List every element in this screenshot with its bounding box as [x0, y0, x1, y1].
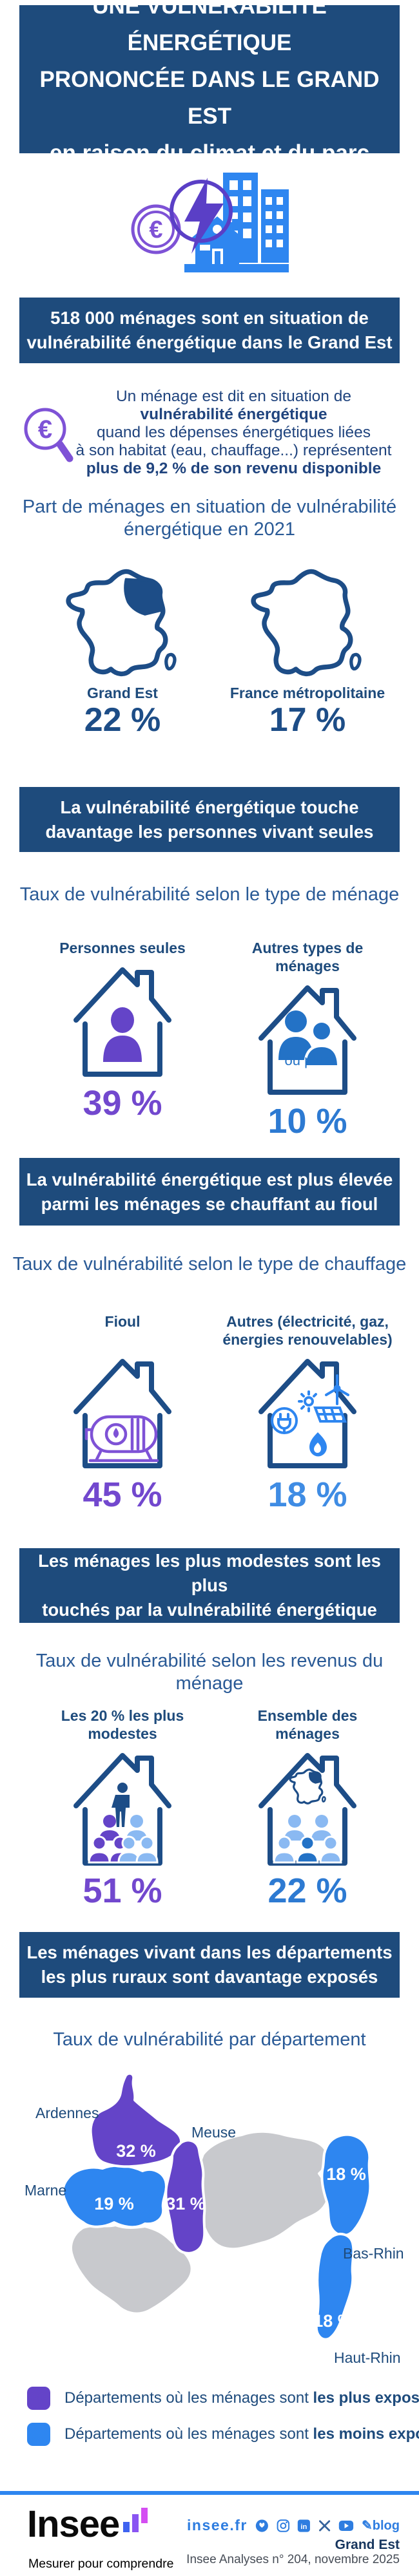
- insee-tagline: Mesurer pour comprendre: [28, 2557, 174, 2571]
- bas-rhin-label: Bas-Rhin: [343, 2245, 404, 2262]
- footer-region: Grand Est: [335, 2537, 400, 2552]
- insee-logo: Insee: [27, 2505, 151, 2544]
- definition-line-1: Un ménage est dit en situation de vulnér…: [115, 388, 351, 423]
- insee-fr-link[interactable]: insee.fr: [187, 2517, 248, 2533]
- departments-subtitle: Taux de vulnérabilité par département: [53, 2029, 366, 2050]
- header-line-1: UNE VULNÉRABILITÉ ÉNERGÉTIQUE: [92, 0, 327, 55]
- meuse-value: 31 %: [166, 2194, 206, 2213]
- house-all-households-icon: [258, 1753, 356, 1866]
- key-figure-line-1: 518 000 ménages sont en situation de: [50, 308, 369, 328]
- blog-link[interactable]: ✎blog: [362, 2519, 400, 2533]
- meuse-label: Meuse: [191, 2124, 237, 2141]
- income-banner: Les ménages les plus modestes sont les p…: [19, 1548, 400, 1623]
- ardennes-label: Ardennes: [35, 2105, 99, 2121]
- compare-france: France métropolitaine 17 %: [224, 568, 391, 738]
- svg-text:€: €: [38, 415, 52, 444]
- heating-other: Autres (électricité, gaz, énergies renou…: [214, 1312, 401, 1513]
- marne-value: 19 %: [94, 2194, 134, 2213]
- income-subtitle: Taux de vulnérabilité selon les revenus …: [35, 1651, 384, 1694]
- heating-banner: La vulnérabilité énergétique est plus él…: [19, 1158, 400, 1226]
- svg-text:in: in: [301, 2523, 307, 2530]
- definition-line-3: à son habitat (eau, chauffage...) représ…: [75, 442, 392, 459]
- magnifier-euro-icon: €: [24, 408, 73, 462]
- definition-block: Un ménage est dit en situation de vulnér…: [68, 388, 400, 478]
- key-figure-line-2: vulnérabilité énergétique dans le Grand …: [26, 332, 393, 352]
- ou-plus-note: ou plus: [284, 1052, 331, 1068]
- header-line-2: PRONONCÉE DANS LE GRAND EST: [39, 66, 380, 129]
- other-value: 10 %: [268, 1102, 347, 1141]
- insee-logo-text: Insee: [27, 2503, 120, 2545]
- house-single-person-icon: [73, 967, 171, 1077]
- grand-est-label: Grand Est: [87, 685, 158, 701]
- house-two-persons-icon: [258, 985, 356, 1095]
- modest-value: 51 %: [83, 1871, 162, 1910]
- household-banner: La vulnérabilité énergétique touche dava…: [19, 787, 400, 852]
- definition-line-2: quand les dépenses énergétiques liées: [97, 424, 371, 441]
- legend-blue-swatch: [27, 2423, 50, 2446]
- x-icon[interactable]: [318, 2518, 331, 2533]
- legend-most-exposed: Départements où les ménages sont les plu…: [27, 2387, 419, 2410]
- energy-cost-buildings-icon: €: [131, 173, 289, 272]
- income-modest: Les 20 % les plus modestes: [39, 1707, 206, 1909]
- legend-least-exposed: Départements où les ménages sont les moi…: [27, 2423, 419, 2446]
- departments-banner: Les ménages vivant dans les départements…: [19, 1932, 400, 1998]
- bluesky-icon[interactable]: [255, 2517, 269, 2534]
- footer-links: insee.fr in ✎blog: [187, 2517, 400, 2534]
- definition-line-4: plus de 9,2 % de son revenu disponible: [86, 460, 382, 477]
- header-banner: UNE VULNÉRABILITÉ ÉNERGÉTIQUE PRONONCÉE …: [19, 0, 400, 166]
- france-label: France métropolitaine: [229, 685, 385, 701]
- single-value: 39 %: [83, 1084, 162, 1122]
- youtube-icon[interactable]: [338, 2518, 354, 2533]
- ardennes-value: 32 %: [116, 2141, 156, 2161]
- income-all: Ensemble des ménages 22 %: [224, 1707, 391, 1909]
- heating-fioul: Fioul 45 %: [39, 1312, 206, 1513]
- household-single: Personnes seules 39 %: [39, 939, 206, 1122]
- all-households-value: 22 %: [268, 1871, 347, 1910]
- compare-grand-est: Grand Est 22 %: [39, 568, 206, 738]
- grand-est-value: 22 %: [84, 701, 161, 739]
- header-line-3: en raison du climat et du parc: [50, 140, 369, 166]
- france-map-outline: [251, 569, 362, 677]
- compare-title: Part de ménages en situation de vulnérab…: [22, 497, 397, 540]
- footer-publication: Insee Analyses n° 204, novembre 2025: [186, 2553, 400, 2566]
- key-figure-banner: 518 000 ménages sont en situation de vul…: [19, 298, 400, 363]
- grand-est-departments-map: 32 % 31 % 19 % 18 % 18 %: [61, 2072, 372, 2341]
- house-modest-households-icon: [73, 1753, 171, 1866]
- fioul-value: 45 %: [83, 1475, 162, 1514]
- house-mixed-energy-icon: [258, 1359, 356, 1468]
- household-subtitle: Taux de vulnérabilité selon le type de m…: [19, 884, 400, 905]
- haut-rhin-label: Haut-Rhin: [334, 2349, 401, 2366]
- bas-rhin-value: 18 %: [326, 2164, 366, 2184]
- marne-label: Marne: [24, 2182, 67, 2199]
- house-fuel-tank-icon: [73, 1359, 171, 1468]
- insee-logo-bars-icon: [123, 2508, 148, 2532]
- france-map-grand-est-highlighted: [66, 569, 177, 677]
- footer-divider: [0, 2491, 419, 2495]
- other-energy-value: 18 %: [268, 1475, 347, 1514]
- household-other: Autres types de ménages 10 %: [224, 939, 391, 1140]
- svg-text:€: €: [149, 216, 162, 243]
- heating-subtitle: Taux de vulnérabilité selon le type de c…: [12, 1254, 407, 1274]
- instagram-icon[interactable]: [277, 2517, 290, 2534]
- france-value: 17 %: [269, 701, 346, 739]
- haut-rhin-value: 18 %: [313, 2311, 353, 2331]
- linkedin-icon[interactable]: in: [297, 2517, 311, 2534]
- legend-purple-swatch: [27, 2387, 50, 2410]
